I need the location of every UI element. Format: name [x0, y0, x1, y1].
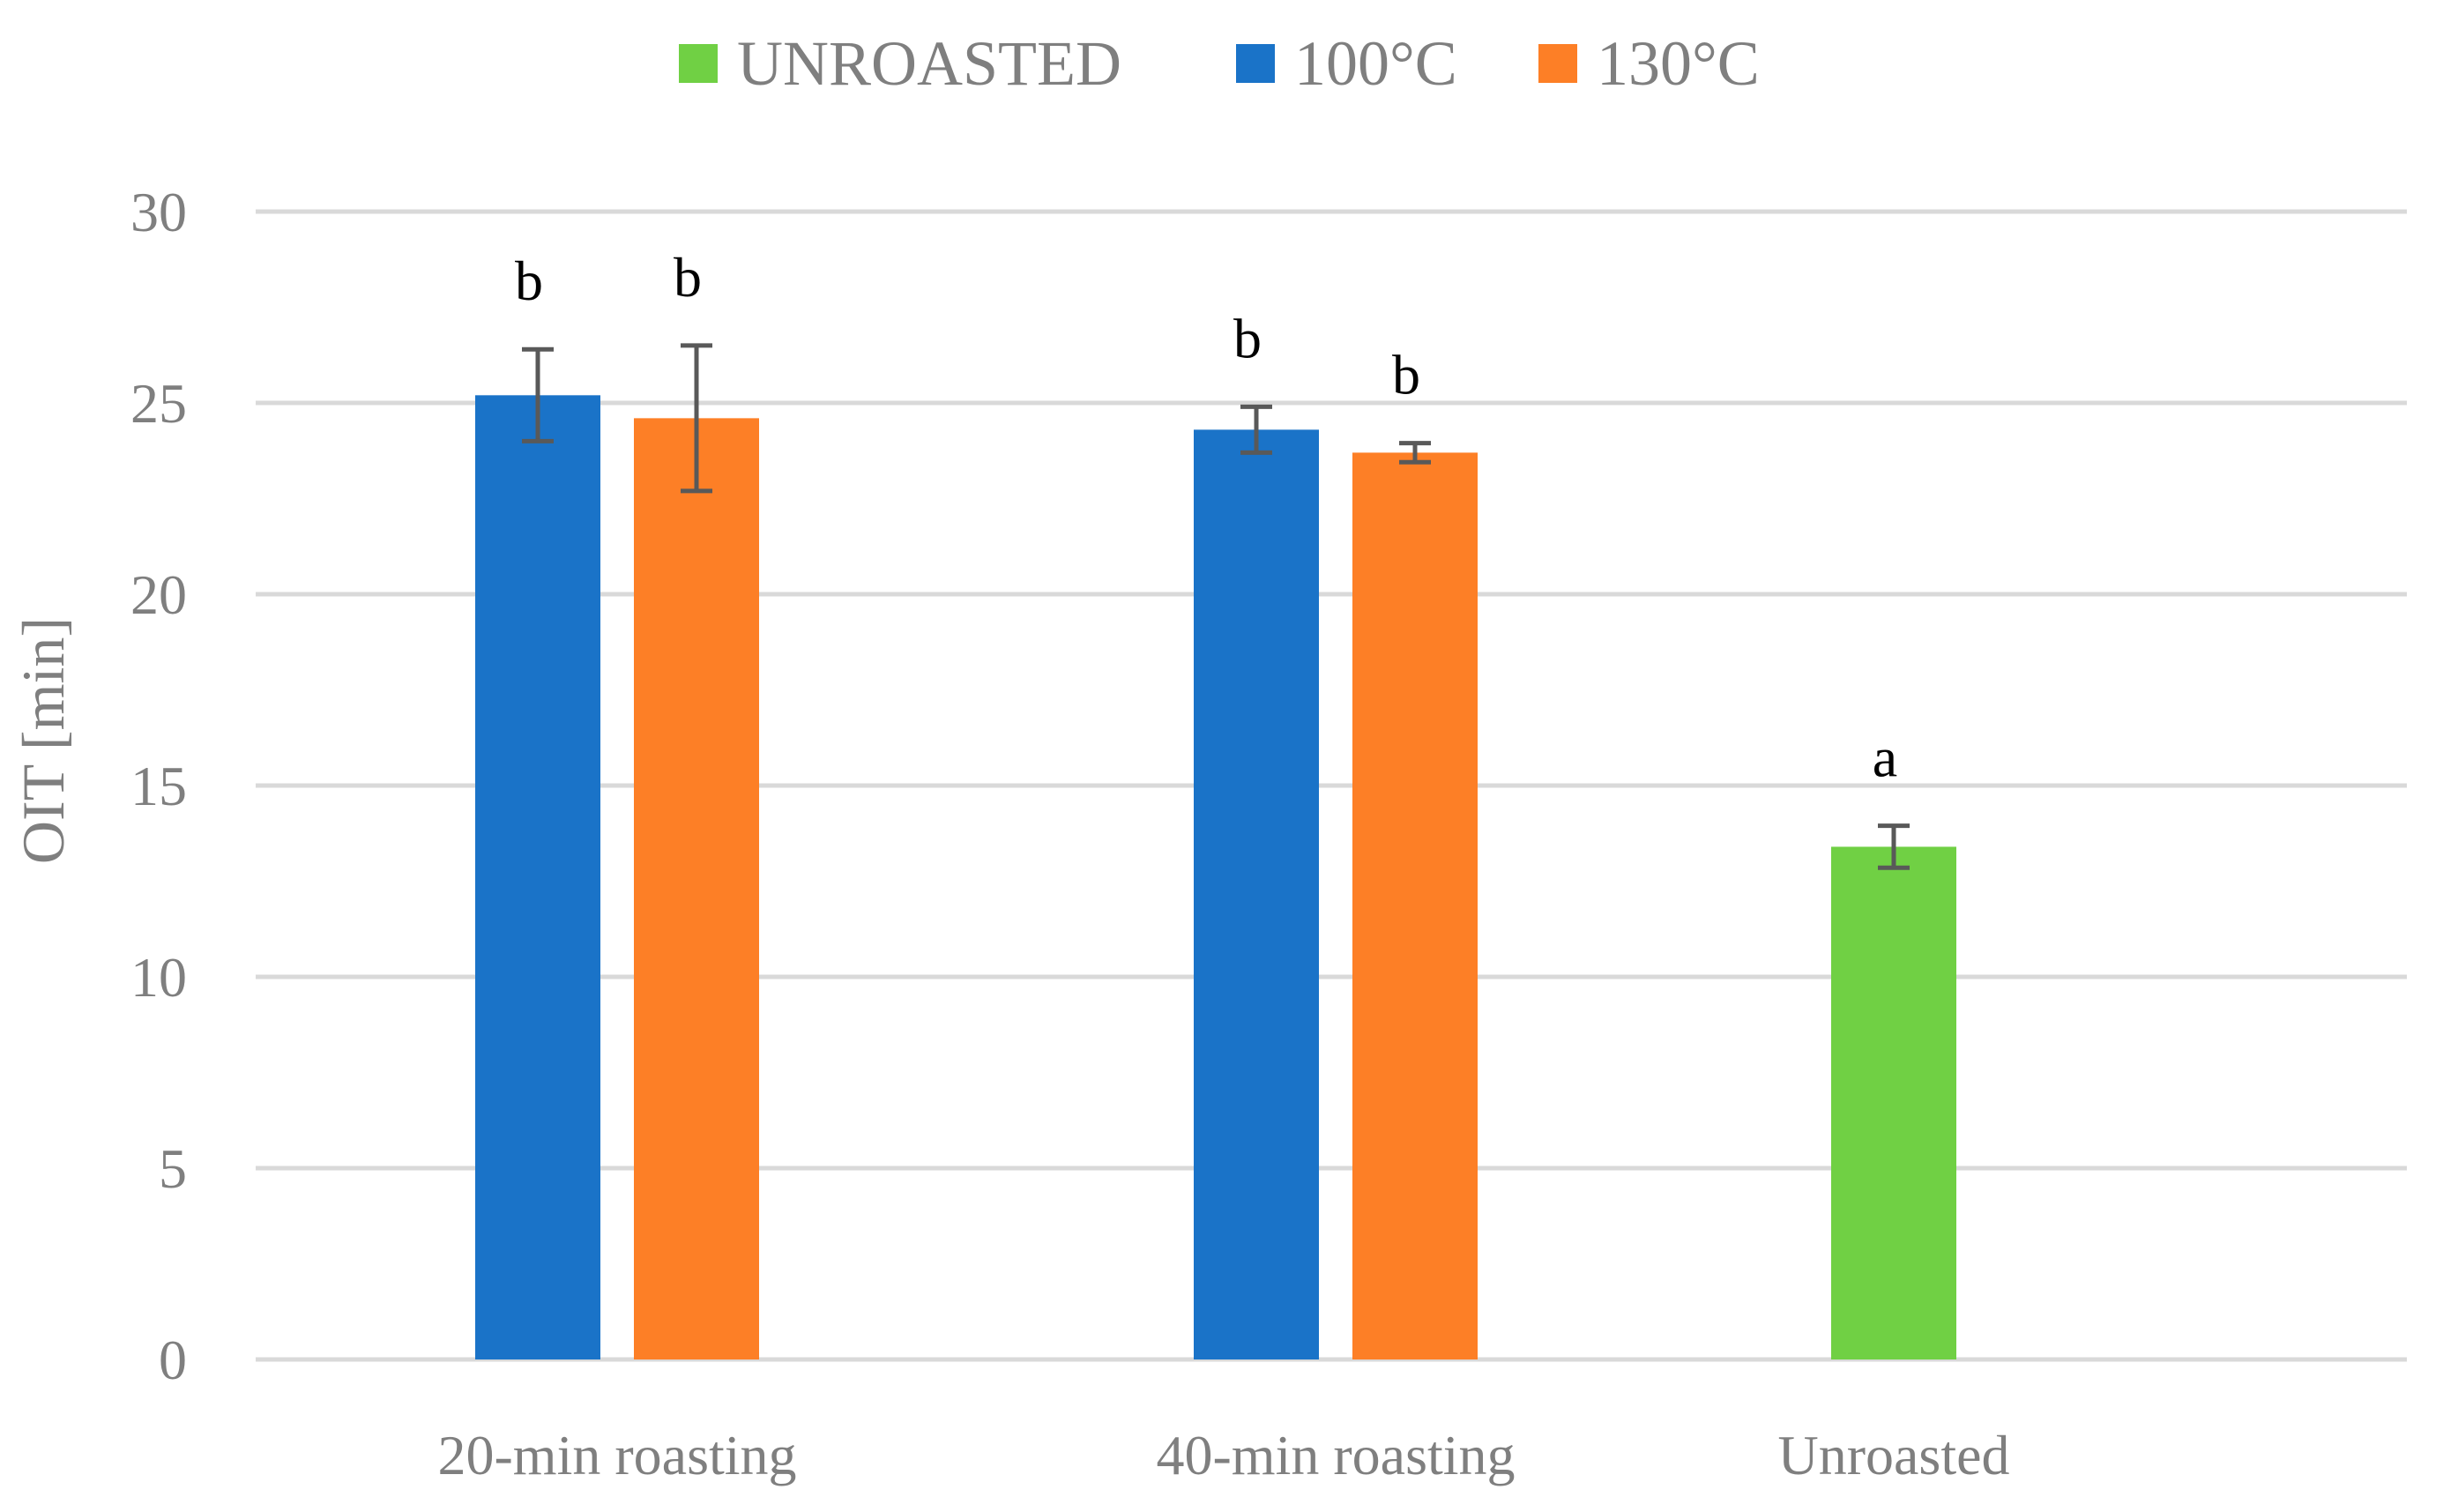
y-tick-label: 30 [130, 181, 187, 243]
y-tick-label: 5 [159, 1137, 187, 1200]
legend-swatch [1538, 44, 1577, 83]
x-tick-label: Unroasted [1777, 1424, 2009, 1486]
legend-swatch [1236, 44, 1275, 83]
significance-label: b [674, 246, 702, 309]
significance-label: a [1873, 726, 1897, 789]
error-bars [522, 343, 1910, 870]
legend-label: 130°C [1597, 28, 1760, 99]
legend-label: 100°C [1294, 28, 1457, 99]
y-axis-ticks: 0 5 10 15 20 25 30 [130, 181, 187, 1391]
y-tick-label: 15 [130, 755, 187, 817]
x-tick-label: 20-min roasting [437, 1424, 796, 1486]
y-tick-label: 10 [130, 946, 187, 1009]
y-axis-title: OIT [min] [10, 617, 77, 864]
significance-label: b [515, 250, 543, 312]
bars [475, 395, 1956, 1360]
bar [1831, 846, 1956, 1359]
y-tick-label: 25 [130, 372, 187, 435]
chart-legend: UNROASTED 100°C 130°C [679, 28, 1760, 99]
gridlines [256, 209, 2407, 1362]
legend-swatch [679, 44, 718, 83]
significance-labels: b b b b a [515, 246, 1897, 789]
y-tick-label: 0 [159, 1329, 187, 1391]
significance-label: b [1233, 307, 1262, 369]
bar [634, 418, 759, 1359]
bar [475, 395, 600, 1359]
bar [1352, 452, 1478, 1360]
x-tick-label: 40-min roasting [1156, 1424, 1515, 1486]
bar [1194, 429, 1319, 1359]
x-axis-ticks: 20-min roasting 40-min roasting Unroasted [437, 1424, 2009, 1486]
legend-label: UNROASTED [737, 28, 1121, 99]
y-tick-label: 20 [130, 563, 187, 626]
significance-label: b [1392, 344, 1420, 406]
